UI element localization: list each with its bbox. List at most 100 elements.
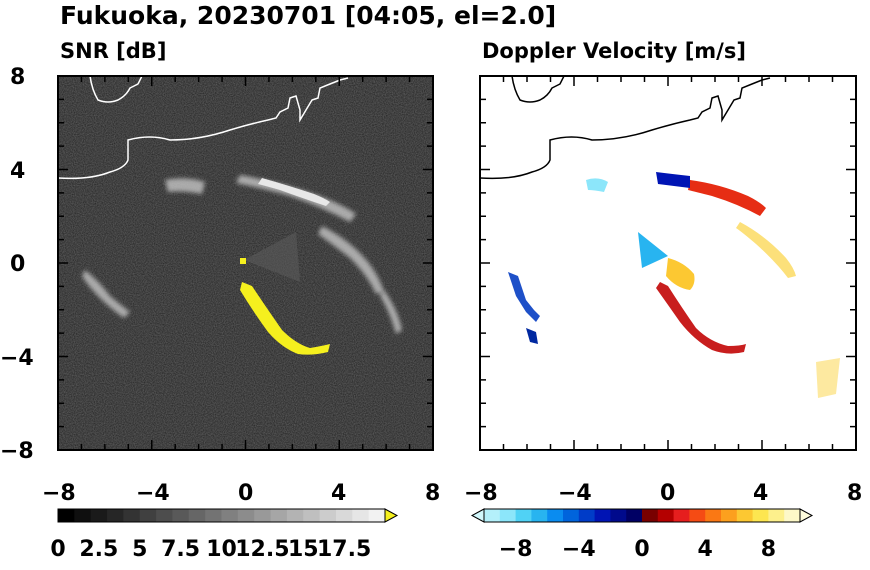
doppler-colorbar-tick-label: 4 [698, 537, 713, 562]
doppler-echoes [480, 76, 840, 398]
doppler-colorbar-segment [578, 509, 596, 522]
doppler-colorbar-extend-max [799, 508, 814, 523]
snr-y-tick-label: −8 [0, 439, 34, 464]
snr-y-tick-label: −4 [0, 346, 34, 371]
doppler-colorbar-segment [563, 509, 580, 522]
doppler-colorbar-segment [768, 509, 785, 522]
doppler-colorbar-segment [610, 509, 627, 522]
snr-echo-far-east [380, 290, 402, 334]
snr-y-axis: 8 4 0 −4 −8 [0, 65, 34, 464]
doppler-colorbar-segment [752, 509, 769, 522]
snr-echo-yellow-tail [240, 282, 330, 355]
doppler-echo-northeast-yellow [736, 222, 796, 278]
doppler-x-tick-label: 8 [847, 481, 862, 506]
doppler-colorbar-tick-label: 8 [761, 537, 776, 562]
snr-colorbar-segment [335, 509, 353, 522]
doppler-colorbar-segment [515, 509, 532, 522]
doppler-x-tick-label: −4 [558, 481, 592, 506]
doppler-colorbar-segment [784, 509, 801, 522]
snr-echoes [58, 76, 402, 355]
snr-colorbar-segment [74, 509, 92, 522]
snr-colorbar-tick-label: 0 [50, 537, 65, 562]
snr-echo-east-band [318, 226, 384, 294]
snr-minor-ticks [57, 75, 434, 451]
snr-colorbar-segment [172, 509, 190, 522]
doppler-colorbar-segment [499, 509, 517, 522]
snr-colorbar-segment [205, 509, 222, 522]
doppler-colorbar-frame [483, 508, 801, 523]
doppler-plot-area [479, 75, 857, 451]
snr-colorbar-tick-label: 17.5 [317, 537, 371, 562]
snr-y-tick-label: 0 [10, 252, 25, 277]
doppler-colorbar-segment [642, 509, 659, 522]
snr-x-tick-label: 0 [238, 481, 253, 506]
snr-coastline [58, 76, 349, 180]
doppler-colorbar-segment [673, 509, 690, 522]
doppler-colorbar-segment [657, 509, 675, 522]
snr-echo-radial-spray [244, 232, 300, 282]
snr-x-tick-label: −8 [42, 481, 76, 506]
snr-colorbar-segment [58, 509, 75, 522]
snr-colorbar-tick-label: 7.5 [161, 537, 200, 562]
snr-colorbar-segment [123, 509, 141, 522]
snr-x-axis: −8 −4 0 4 8 [42, 481, 440, 506]
snr-x-tick-label: 8 [425, 481, 440, 506]
doppler-x-tick-label: 0 [660, 481, 675, 506]
doppler-colorbar-segment [547, 509, 564, 522]
snr-echo-origin [240, 258, 246, 264]
snr-echo-north-west [165, 178, 205, 194]
snr-x-tick-label: 4 [331, 481, 346, 506]
doppler-colorbar-segment [484, 509, 501, 522]
doppler-echo-southeast [816, 358, 840, 398]
snr-colorbar-segment [188, 509, 206, 522]
doppler-colorbar-segment [705, 509, 722, 522]
snr-echo-west [82, 270, 130, 318]
doppler-x-tick-label: 4 [753, 481, 768, 506]
snr-colorbar-segment [221, 509, 239, 522]
doppler-echo-south-tail [656, 282, 746, 354]
snr-colorbar-segment [286, 509, 304, 522]
figure-title: Fukuoka, 20230701 [04:05, el=2.0] [60, 1, 556, 30]
snr-panel-title: SNR [dB] [60, 39, 166, 63]
doppler-colorbar-tick-label: −8 [499, 537, 533, 562]
doppler-coastline [480, 76, 771, 180]
snr-colorbar-segment [139, 509, 157, 522]
doppler-colorbar-segment [594, 509, 611, 522]
snr-echo-north-bright [258, 178, 330, 206]
snr-colorbar-segment [254, 509, 272, 522]
snr-colorbar-tick-label: 5 [132, 537, 147, 562]
doppler-colorbar: −8 −4 0 4 8 [470, 508, 814, 562]
snr-colorbar-segment [90, 509, 108, 522]
doppler-x-tick-label: −8 [464, 481, 498, 506]
doppler-echo-far-northwest [586, 178, 608, 192]
snr-colorbar-segment [156, 509, 173, 522]
snr-colorbar-tick-label: 12.5 [235, 537, 289, 562]
snr-colorbar-extend-max [384, 508, 399, 523]
snr-colorbar-segment [352, 509, 370, 522]
snr-y-tick-label: 8 [10, 65, 25, 90]
snr-x-tick-label: −4 [136, 481, 170, 506]
doppler-echo-north-blue [656, 172, 690, 188]
doppler-echo-southwest [526, 328, 538, 344]
doppler-x-axis: −8 −4 0 4 8 [464, 481, 862, 506]
doppler-echo-west-blue [508, 272, 540, 322]
snr-echo-north-band [236, 175, 356, 222]
snr-colorbar-segment [237, 509, 255, 522]
doppler-minor-ticks [479, 75, 857, 451]
snr-colorbar-tick-label: 2.5 [79, 537, 118, 562]
doppler-colorbar-segment [531, 509, 548, 522]
doppler-colorbar-segment [689, 509, 706, 522]
doppler-colorbar-segment [736, 509, 754, 522]
doppler-colorbar-segment [721, 509, 738, 522]
snr-colorbar-segment [107, 509, 124, 522]
snr-colorbar-segment [270, 509, 288, 522]
doppler-panel-title: Doppler Velocity [m/s] [482, 39, 746, 63]
snr-colorbar-frame [57, 508, 386, 523]
snr-y-tick-label: 4 [10, 159, 25, 184]
doppler-colorbar-tick-label: 0 [634, 537, 649, 562]
doppler-colorbar-extend-min [470, 508, 485, 523]
doppler-echo-north-red [688, 180, 766, 216]
snr-plot-area [57, 75, 434, 451]
